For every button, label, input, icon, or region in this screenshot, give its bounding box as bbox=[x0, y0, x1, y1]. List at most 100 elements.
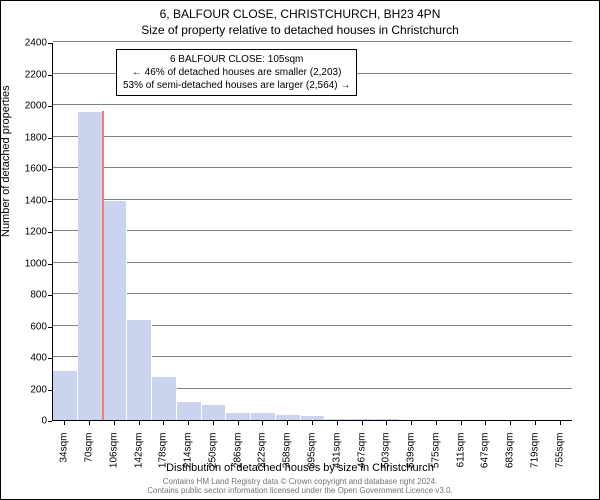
gridline bbox=[53, 167, 572, 168]
x-tick-mark bbox=[114, 421, 115, 425]
x-tick-mark bbox=[188, 421, 189, 425]
x-tick-mark bbox=[510, 421, 511, 425]
histogram-bar bbox=[226, 412, 251, 420]
histogram-bar bbox=[499, 419, 524, 420]
y-tick-mark bbox=[48, 295, 52, 296]
x-tick-mark bbox=[287, 421, 288, 425]
histogram-bar bbox=[177, 401, 202, 420]
histogram-bar bbox=[301, 415, 326, 420]
y-tick-mark bbox=[48, 106, 52, 107]
x-tick-mark bbox=[213, 421, 214, 425]
y-tick-label: 1000 bbox=[7, 258, 47, 269]
callout-line3: 53% of semi-detached houses are larger (… bbox=[123, 79, 350, 92]
callout-line1: 6 BALFOUR CLOSE: 105sqm bbox=[123, 53, 350, 66]
histogram-bar bbox=[474, 419, 499, 420]
x-tick-label: 250sqm bbox=[207, 433, 218, 473]
x-tick-mark bbox=[163, 421, 164, 425]
chart-title-line1: 6, BALFOUR CLOSE, CHRISTCHURCH, BH23 4PN bbox=[1, 1, 599, 21]
x-tick-mark bbox=[535, 421, 536, 425]
y-tick-mark bbox=[48, 75, 52, 76]
x-tick-label: 647sqm bbox=[480, 433, 491, 473]
x-tick-label: 755sqm bbox=[554, 433, 565, 473]
y-tick-mark bbox=[48, 264, 52, 265]
gridline bbox=[53, 293, 572, 294]
y-tick-label: 0 bbox=[7, 416, 47, 427]
y-tick-label: 400 bbox=[7, 353, 47, 364]
callout-line2: ← 46% of detached houses are smaller (2,… bbox=[123, 66, 350, 79]
chart-title-line2: Size of property relative to detached ho… bbox=[1, 21, 599, 37]
y-tick-mark bbox=[48, 232, 52, 233]
footer: Contains HM Land Registry data © Crown c… bbox=[1, 477, 599, 496]
x-tick-mark bbox=[436, 421, 437, 425]
y-tick-mark bbox=[48, 201, 52, 202]
x-tick-mark bbox=[262, 421, 263, 425]
x-tick-mark bbox=[89, 421, 90, 425]
x-tick-mark bbox=[386, 421, 387, 425]
x-tick-label: 322sqm bbox=[257, 433, 268, 473]
histogram-bar bbox=[127, 319, 152, 420]
x-tick-label: 431sqm bbox=[331, 433, 342, 473]
gridline bbox=[53, 262, 572, 263]
y-tick-mark bbox=[48, 138, 52, 139]
x-tick-label: 358sqm bbox=[282, 433, 293, 473]
x-tick-label: 178sqm bbox=[158, 433, 169, 473]
x-tick-label: 467sqm bbox=[356, 433, 367, 473]
histogram-bar bbox=[53, 370, 78, 420]
x-tick-label: 719sqm bbox=[529, 433, 540, 473]
gridline bbox=[53, 136, 572, 137]
x-tick-label: 70sqm bbox=[84, 433, 95, 473]
x-tick-label: 395sqm bbox=[307, 433, 318, 473]
callout-box: 6 BALFOUR CLOSE: 105sqm ← 46% of detache… bbox=[116, 49, 357, 96]
x-tick-label: 539sqm bbox=[406, 433, 417, 473]
y-tick-label: 2000 bbox=[7, 101, 47, 112]
y-tick-mark bbox=[48, 327, 52, 328]
histogram-bar bbox=[78, 111, 103, 420]
x-tick-mark bbox=[411, 421, 412, 425]
gridline bbox=[53, 104, 572, 105]
histogram-bar bbox=[424, 419, 449, 420]
y-tick-label: 1800 bbox=[7, 132, 47, 143]
x-tick-label: 683sqm bbox=[505, 433, 516, 473]
x-tick-label: 611sqm bbox=[455, 433, 466, 473]
footer-line1: Contains HM Land Registry data © Crown c… bbox=[1, 477, 599, 487]
histogram-bar bbox=[449, 419, 474, 420]
y-tick-label: 1200 bbox=[7, 227, 47, 238]
y-tick-mark bbox=[48, 421, 52, 422]
histogram-bar bbox=[325, 418, 350, 420]
y-tick-label: 2200 bbox=[7, 69, 47, 80]
x-tick-mark bbox=[312, 421, 313, 425]
x-tick-label: 142sqm bbox=[133, 433, 144, 473]
x-tick-mark bbox=[64, 421, 65, 425]
y-tick-mark bbox=[48, 358, 52, 359]
x-tick-label: 106sqm bbox=[108, 433, 119, 473]
x-tick-mark bbox=[485, 421, 486, 425]
x-tick-mark bbox=[461, 421, 462, 425]
histogram-bar bbox=[523, 419, 548, 420]
x-tick-label: 34sqm bbox=[59, 433, 70, 473]
y-tick-label: 1400 bbox=[7, 195, 47, 206]
histogram-bar bbox=[202, 404, 227, 420]
y-tick-label: 200 bbox=[7, 384, 47, 395]
x-tick-label: 503sqm bbox=[381, 433, 392, 473]
histogram-bar bbox=[103, 200, 128, 421]
histogram-bar bbox=[152, 376, 177, 420]
y-tick-mark bbox=[48, 169, 52, 170]
x-tick-label: 286sqm bbox=[232, 433, 243, 473]
gridline bbox=[53, 199, 572, 200]
x-tick-mark bbox=[238, 421, 239, 425]
property-marker-line bbox=[102, 111, 104, 420]
y-tick-mark bbox=[48, 43, 52, 44]
histogram-bar bbox=[251, 412, 276, 420]
chart-plot-area bbox=[52, 43, 572, 421]
y-tick-label: 800 bbox=[7, 290, 47, 301]
histogram-bar bbox=[548, 419, 573, 420]
gridline bbox=[53, 41, 572, 42]
footer-line2: Contains public sector information licen… bbox=[1, 486, 599, 496]
x-tick-mark bbox=[139, 421, 140, 425]
x-tick-label: 214sqm bbox=[183, 433, 194, 473]
x-tick-mark bbox=[362, 421, 363, 425]
histogram-bar bbox=[375, 418, 400, 420]
x-tick-mark bbox=[560, 421, 561, 425]
histogram-bar bbox=[350, 418, 375, 420]
y-tick-label: 2400 bbox=[7, 38, 47, 49]
